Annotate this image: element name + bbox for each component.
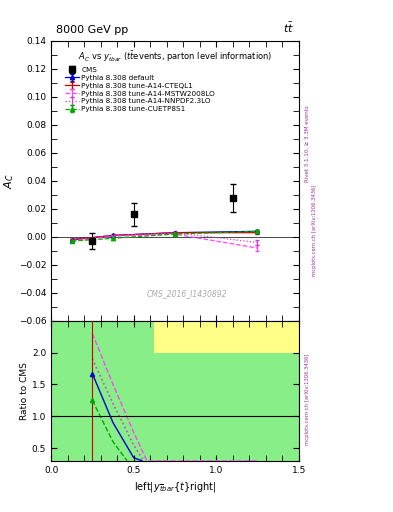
Text: Rivet 3.1.10, ≥ 3.3M events: Rivet 3.1.10, ≥ 3.3M events [305,105,310,182]
Text: mcplots.cern.ch [arXiv:1306.3436]: mcplots.cern.ch [arXiv:1306.3436] [312,185,318,276]
Text: 8000 GeV pp: 8000 GeV pp [56,26,128,35]
Bar [154,314,299,353]
Text: CMS_2016_I1430892: CMS_2016_I1430892 [147,289,228,298]
Y-axis label: Ratio to CMS: Ratio to CMS [20,362,29,420]
Y-axis label: $A_C$: $A_C$ [2,173,16,189]
Text: mcplots.cern.ch [arXiv:1306.3436]: mcplots.cern.ch [arXiv:1306.3436] [305,354,310,445]
Legend: CMS, Pythia 8.308 default, Pythia 8.308 tune-A14-CTEQL1, Pythia 8.308 tune-A14-M: CMS, Pythia 8.308 default, Pythia 8.308 … [64,67,215,112]
Text: $t\bar{t}$: $t\bar{t}$ [283,21,294,35]
Text: $A_C$ vs $y_{\bar{t}bar}$ ($t\bar{t}$events, parton level information): $A_C$ vs $y_{\bar{t}bar}$ ($t\bar{t}$eve… [78,49,272,64]
X-axis label: left$|y_{\overline{t}bar}\{t\}$right$|$: left$|y_{\overline{t}bar}\{t\}$right$|$ [134,480,216,494]
